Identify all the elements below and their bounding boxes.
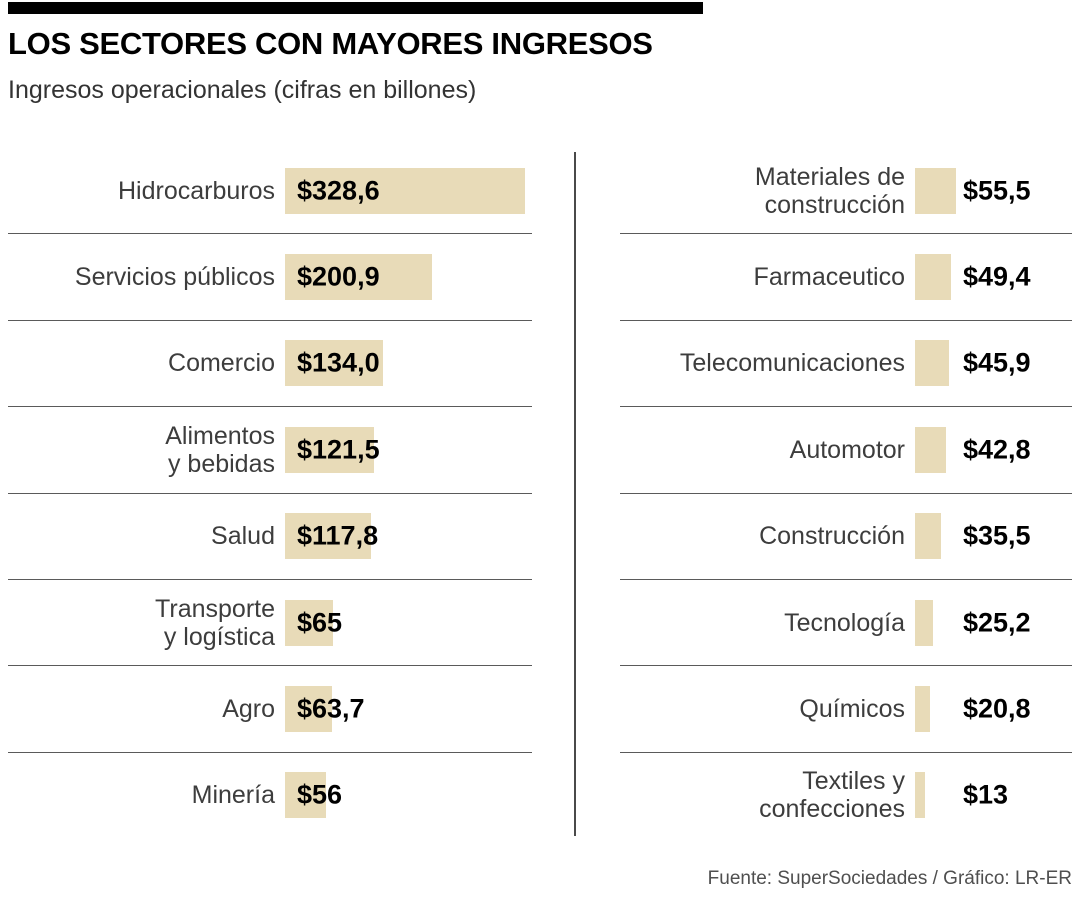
value-bar xyxy=(915,340,949,387)
chart-column-left: Hidrocarburos $328,6 Servicios públicos $20… xyxy=(8,148,532,838)
value-label: $13 xyxy=(963,779,1009,810)
bar-area: $134,0 xyxy=(285,321,532,406)
page-subtitle: Ingresos operacionales (cifras en billon… xyxy=(8,76,477,104)
bar-area: $121,5 xyxy=(285,407,532,492)
chart-row: Alimentos y bebidas $121,5 xyxy=(8,407,532,494)
top-accent-bar xyxy=(8,2,703,14)
chart-row: Minería $56 xyxy=(8,753,532,838)
value-label: $117,8 xyxy=(297,520,379,551)
chart-row: Telecomunicaciones $45,9 xyxy=(620,321,1072,408)
chart-column-right: Materiales de construcción $55,5 Farmaceut… xyxy=(620,148,1072,838)
value-bar xyxy=(915,167,956,214)
sector-label: Minería xyxy=(191,781,275,810)
value-label: $134,0 xyxy=(297,347,380,378)
sector-label: Salud xyxy=(211,522,275,551)
value-bar xyxy=(915,772,925,819)
sector-label: Construcción xyxy=(759,522,905,551)
chart-row: Tecnología $25,2 xyxy=(620,580,1072,667)
chart-row: Construcción $35,5 xyxy=(620,494,1072,580)
sector-label: Agro xyxy=(222,694,275,723)
sector-label: Transporte y logística xyxy=(155,594,275,651)
value-bar xyxy=(915,513,941,560)
bar-area: $117,8 xyxy=(285,494,532,579)
sector-label: Comercio xyxy=(168,349,275,378)
value-label: $20,8 xyxy=(963,693,1031,724)
sector-label: Tecnología xyxy=(784,608,905,637)
value-bar xyxy=(285,599,333,646)
value-label: $42,8 xyxy=(963,434,1031,465)
sector-label: Servicios públicos xyxy=(74,263,275,292)
chart-row: Transporte y logística $65 xyxy=(8,580,532,667)
chart-row: Comercio $134,0 xyxy=(8,321,532,408)
chart-row: Agro $63,7 xyxy=(8,666,532,753)
value-bar xyxy=(285,340,383,387)
value-label: $49,4 xyxy=(963,261,1031,292)
bar-area: $42,8 xyxy=(915,407,1072,492)
bar-area: $328,6 xyxy=(285,148,532,233)
value-label: $45,9 xyxy=(963,347,1031,378)
value-label: $56 xyxy=(297,779,343,810)
chart-row: Automotor $42,8 xyxy=(620,407,1072,494)
value-label: $25,2 xyxy=(963,607,1031,638)
bar-area: $65 xyxy=(285,580,532,665)
chart-row: Farmaceutico $49,4 xyxy=(620,234,1072,321)
sector-label: Materiales de construcción xyxy=(754,162,905,219)
sector-label: Textiles y confecciones xyxy=(759,767,905,824)
bar-area: $45,9 xyxy=(915,321,1072,406)
bar-area: $200,9 xyxy=(285,234,532,319)
value-label: $63,7 xyxy=(297,693,365,724)
value-bar xyxy=(285,685,332,732)
bar-area: $35,5 xyxy=(915,494,1072,579)
sector-label: Automotor xyxy=(789,435,905,464)
sector-label: Farmaceutico xyxy=(753,263,905,292)
source-credit: Fuente: SuperSociedades / Gráfico: LR-ER xyxy=(707,868,1072,889)
chart-row: Servicios públicos $200,9 xyxy=(8,234,532,321)
value-bar xyxy=(285,513,371,560)
chart-row: Textiles y confecciones $13 xyxy=(620,753,1072,838)
chart-row: Químicos $20,8 xyxy=(620,666,1072,753)
bar-area: $13 xyxy=(915,753,1072,838)
value-label: $328,6 xyxy=(297,175,380,206)
value-label: $35,5 xyxy=(963,520,1031,551)
column-divider xyxy=(574,152,576,836)
page-title: LOS SECTORES CON MAYORES INGRESOS xyxy=(8,26,653,61)
value-bar xyxy=(915,599,934,646)
value-bar xyxy=(285,167,525,214)
value-bar xyxy=(285,426,374,473)
value-label: $55,5 xyxy=(963,175,1031,206)
value-label: $200,9 xyxy=(297,261,380,292)
sector-label: Hidrocarburos xyxy=(117,176,275,205)
bar-area: $63,7 xyxy=(285,666,532,751)
value-bar xyxy=(285,772,326,819)
value-bar xyxy=(285,254,432,301)
bar-area: $25,2 xyxy=(915,580,1072,665)
chart-row: Hidrocarburos $328,6 xyxy=(8,148,532,235)
bar-area: $49,4 xyxy=(915,234,1072,319)
value-bar xyxy=(915,426,947,473)
value-bar xyxy=(915,685,931,732)
sector-label: Alimentos y bebidas xyxy=(165,421,275,478)
bar-area: $20,8 xyxy=(915,666,1072,751)
sector-label: Químicos xyxy=(799,694,905,723)
value-label: $121,5 xyxy=(297,434,380,465)
value-label: $65 xyxy=(297,607,343,638)
chart-row: Salud $117,8 xyxy=(8,494,532,580)
bar-area: $56 xyxy=(285,753,532,838)
value-bar xyxy=(915,254,952,301)
sector-label: Telecomunicaciones xyxy=(679,349,905,378)
bar-area: $55,5 xyxy=(915,148,1072,233)
chart-row: Materiales de construcción $55,5 xyxy=(620,148,1072,235)
